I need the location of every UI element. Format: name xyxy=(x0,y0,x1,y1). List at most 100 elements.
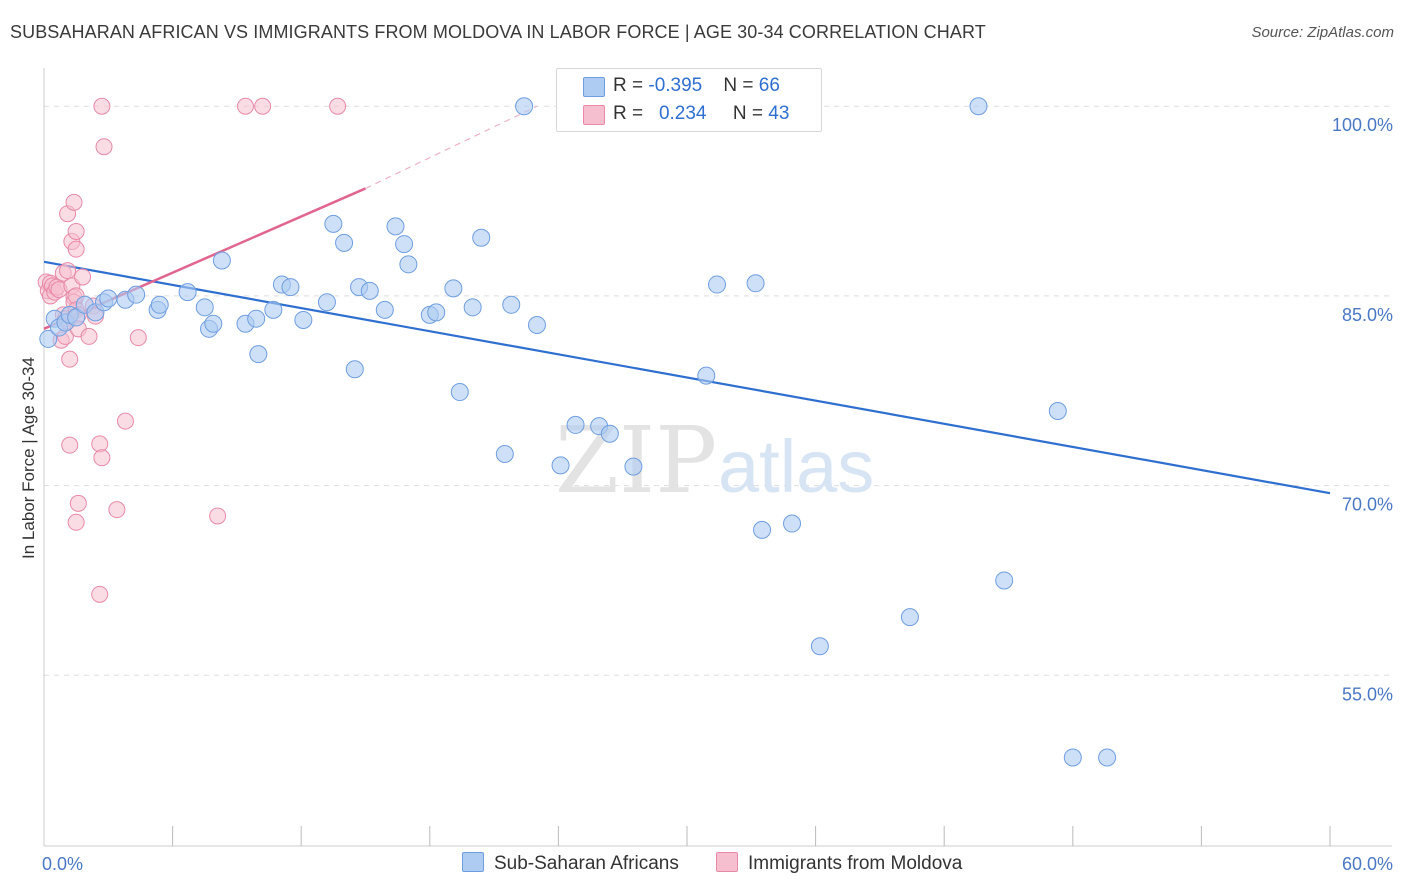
subsaharan-point xyxy=(294,310,313,329)
moldova-point xyxy=(61,350,79,368)
subsaharan-point xyxy=(1063,748,1082,767)
legend-blue-r-value: -0.395 xyxy=(648,75,703,96)
subsaharan-point xyxy=(515,97,534,116)
legend-pink-n-label: N = xyxy=(732,103,769,124)
moldova-point xyxy=(59,262,77,280)
subsaharan-point xyxy=(204,314,223,333)
subsaharan-point xyxy=(624,457,643,476)
subsaharan-point xyxy=(444,279,463,298)
legend-pink-r-value: 0.234 xyxy=(658,103,707,124)
moldova-point xyxy=(108,501,126,519)
moldova-point xyxy=(91,585,109,603)
subsaharan-point xyxy=(472,228,491,247)
subsaharan-point xyxy=(317,293,336,312)
legend-blue-n-label: N = xyxy=(723,75,759,96)
y-tick-label: 70.0% xyxy=(1342,495,1393,515)
x-tick-label: 60.0% xyxy=(1342,854,1393,874)
subsaharan-point xyxy=(127,285,146,304)
subsaharan-point xyxy=(1098,748,1117,767)
subsaharan-point xyxy=(399,255,418,274)
subsaharan-point xyxy=(150,295,169,314)
subsaharan-point xyxy=(375,300,394,319)
subsaharan-point xyxy=(502,295,521,314)
moldova-point xyxy=(329,97,347,115)
subsaharan-point xyxy=(551,456,570,475)
subsaharan-point xyxy=(969,97,988,116)
subsaharan-point xyxy=(697,366,716,385)
subsaharan-point xyxy=(212,251,231,270)
bottom-legend-subsaharan: Sub-Saharan Africans xyxy=(462,852,679,875)
legend-blue-r-label: R = xyxy=(613,75,649,96)
moldova-point xyxy=(129,329,147,347)
subsaharan-point xyxy=(67,308,86,327)
watermark-atlas: atlas xyxy=(718,425,874,508)
axes xyxy=(43,68,1392,847)
moldova-point xyxy=(69,494,87,512)
subsaharan-points xyxy=(39,97,1117,767)
subsaharan-point xyxy=(247,309,266,328)
subsaharan-point xyxy=(450,383,469,402)
y-tick-label: 85.0% xyxy=(1342,305,1393,325)
y-tick-label: 55.0% xyxy=(1342,684,1393,704)
subsaharan-point xyxy=(264,300,283,319)
subsaharan-point xyxy=(900,608,919,627)
subsaharan-point xyxy=(178,283,197,302)
subsaharan-point xyxy=(708,275,727,294)
subsaharan-point xyxy=(427,303,446,322)
legend-pink-r-label: R = xyxy=(613,103,649,124)
watermark: ZIP atlas xyxy=(555,407,874,514)
legend-pink-n-value: 43 xyxy=(768,103,790,124)
moldova-point xyxy=(95,138,113,156)
bottom-legend-swatch-pink xyxy=(716,852,738,872)
subsaharan-point xyxy=(600,424,619,443)
subsaharan-point xyxy=(360,281,379,300)
grid-lines xyxy=(44,105,1392,676)
moldova-point xyxy=(91,435,109,453)
subsaharan-point xyxy=(39,329,58,348)
subsaharan-point xyxy=(527,316,546,335)
subsaharan-point xyxy=(195,298,214,317)
legend-swatch-blue xyxy=(583,77,605,97)
moldova-point xyxy=(116,412,134,430)
moldova-point xyxy=(61,436,79,454)
moldova-point xyxy=(254,97,272,115)
moldova-point xyxy=(65,193,83,211)
moldova-point xyxy=(93,449,111,467)
subsaharan-point xyxy=(753,520,772,539)
moldova-points xyxy=(37,97,347,603)
chart-source: Source: ZipAtlas.com xyxy=(1251,24,1394,41)
subsaharan-point xyxy=(810,637,829,656)
moldova-point xyxy=(74,268,92,286)
legend-swatch-pink xyxy=(583,105,605,125)
bottom-legend-label-blue: Sub-Saharan Africans xyxy=(494,853,679,874)
subsaharan-point xyxy=(463,298,482,317)
subsaharan-point xyxy=(249,345,268,364)
moldova-point xyxy=(209,507,227,525)
moldova-point xyxy=(93,97,111,115)
moldova-point xyxy=(80,327,98,345)
subsaharan-point xyxy=(99,289,118,308)
bottom-legend-label-pink: Immigrants from Moldova xyxy=(748,853,963,874)
subsaharan-point xyxy=(324,214,343,233)
x-tick-label: 0.0% xyxy=(42,854,83,874)
moldova-trend-extension xyxy=(365,105,538,189)
bottom-legend-swatch-blue xyxy=(462,852,484,872)
subsaharan-point xyxy=(995,571,1014,590)
y-axis-title: In Labor Force | Age 30-34 xyxy=(19,357,38,559)
legend-blue-n-value: 66 xyxy=(758,75,780,96)
tick-labels: 100.0% 85.0% 70.0% 55.0% 0.0% 60.0% xyxy=(42,115,1393,874)
moldova-point xyxy=(67,240,85,258)
subsaharan-point xyxy=(746,274,765,293)
y-tick-label: 100.0% xyxy=(1332,115,1393,135)
bottom-legend-moldova: Immigrants from Moldova xyxy=(716,852,962,875)
subsaharan-point xyxy=(345,360,364,379)
subsaharan-point xyxy=(335,233,354,252)
subsaharan-point xyxy=(395,235,414,254)
subsaharan-trend-line xyxy=(43,260,1331,495)
subsaharan-point xyxy=(783,514,802,533)
subsaharan-point xyxy=(281,278,300,297)
subsaharan-point xyxy=(495,445,514,463)
subsaharan-point xyxy=(566,415,585,434)
moldova-point xyxy=(236,97,254,115)
